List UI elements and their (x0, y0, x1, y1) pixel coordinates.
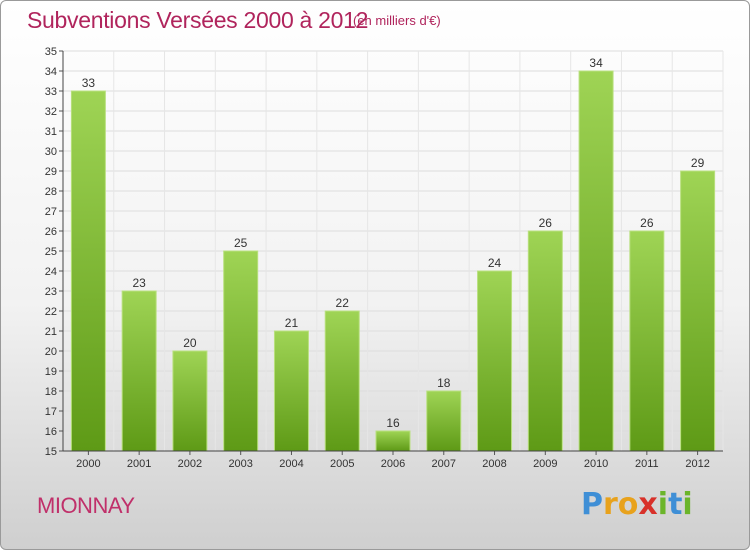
bar (527, 230, 563, 452)
bar (629, 230, 665, 452)
x-tick-label: 2002 (178, 458, 202, 470)
x-tick-label: 2008 (482, 458, 506, 470)
bar (172, 350, 208, 452)
y-tick-label: 15 (45, 446, 57, 458)
commune-name: MIONNAY (37, 493, 135, 518)
logo-letter: i (657, 487, 669, 522)
x-tick-label: 2005 (330, 458, 354, 470)
y-tick-label: 26 (45, 226, 57, 238)
x-tick-label: 2010 (584, 458, 608, 470)
data-label: 26 (539, 216, 553, 230)
proxiti-logo: Proxiti (581, 487, 693, 522)
data-label: 34 (589, 56, 603, 70)
y-tick-label: 16 (45, 426, 57, 438)
data-label: 18 (437, 376, 451, 390)
bar (375, 430, 411, 452)
bar (477, 270, 513, 452)
data-label: 21 (285, 316, 299, 330)
logo-letter: i (682, 487, 693, 522)
y-tick-label: 32 (45, 106, 57, 118)
bar (680, 170, 716, 452)
data-label: 24 (488, 256, 502, 270)
y-tick-label: 21 (45, 326, 57, 338)
data-label: 16 (386, 416, 400, 430)
bar (121, 290, 157, 452)
y-tick-label: 33 (45, 86, 57, 98)
x-tick-label: 2001 (127, 458, 151, 470)
logo-letter: P (581, 487, 603, 522)
logo-letter: t (668, 487, 683, 522)
x-tick-label: 2003 (228, 458, 252, 470)
y-tick-label: 27 (45, 206, 57, 218)
bar (578, 70, 614, 452)
y-tick-label: 24 (45, 266, 57, 278)
y-tick-label: 29 (45, 166, 57, 178)
data-label: 25 (234, 236, 248, 250)
data-label: 22 (336, 296, 350, 310)
y-tick-label: 18 (45, 386, 57, 398)
y-tick-label: 19 (45, 366, 57, 378)
x-tick-label: 2007 (432, 458, 456, 470)
bar (426, 390, 462, 452)
y-tick-label: 35 (45, 46, 57, 58)
bar (223, 250, 259, 452)
x-tick-label: 2009 (533, 458, 557, 470)
data-label: 20 (183, 336, 197, 350)
x-tick-label: 2006 (381, 458, 405, 470)
x-tick-label: 2004 (279, 458, 303, 470)
logo-letter: x (638, 487, 658, 522)
x-tick-label: 2000 (76, 458, 100, 470)
y-tick-label: 20 (45, 346, 57, 358)
logo-letter: o (617, 487, 639, 522)
data-label: 29 (691, 156, 705, 170)
y-tick-label: 34 (45, 66, 57, 78)
bar (273, 330, 309, 452)
y-tick-label: 22 (45, 306, 57, 318)
data-label: 26 (640, 216, 654, 230)
unit-label: (en milliers d'€) (353, 13, 441, 28)
y-tick-label: 30 (45, 146, 57, 158)
y-tick-label: 25 (45, 246, 57, 258)
x-tick-label: 2011 (635, 458, 659, 470)
x-tick-label: 2012 (685, 458, 709, 470)
y-tick-label: 23 (45, 286, 57, 298)
data-label: 23 (132, 276, 146, 290)
chart-title: Subventions Versées 2000 à 2012 (27, 7, 369, 33)
bar (324, 310, 360, 452)
data-label: 33 (82, 76, 96, 90)
y-tick-label: 17 (45, 406, 57, 418)
y-tick-label: 28 (45, 186, 57, 198)
y-tick-label: 31 (45, 126, 57, 138)
bar (70, 90, 106, 452)
logo-letter: r (603, 487, 618, 522)
